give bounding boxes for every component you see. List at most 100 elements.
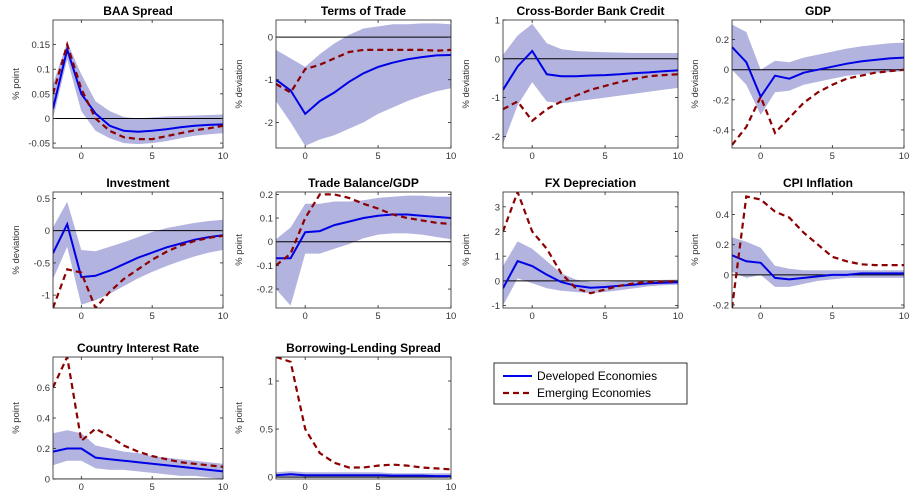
panel-title: Investment (106, 176, 169, 190)
series-line-developed (53, 45, 223, 133)
plot-content (53, 40, 223, 145)
y-tick-label: 1 (495, 252, 500, 263)
plot-content (503, 192, 678, 306)
y-tick-label: 0 (495, 54, 500, 65)
legend-label-developed: Developed Economies (537, 369, 657, 383)
legend-label-emerging: Emerging Economies (537, 386, 651, 400)
y-tick-label: -1 (42, 291, 50, 302)
plot-content (53, 357, 223, 479)
panel-title: Cross-Border Bank Credit (516, 4, 664, 18)
x-tick-label: 5 (150, 482, 155, 493)
x-tick-label: 5 (375, 151, 380, 162)
y-axis-label: % deviation (11, 225, 22, 274)
x-tick-label: 0 (758, 311, 763, 322)
x-tick-label: 5 (375, 482, 380, 493)
x-tick-label: 10 (446, 151, 457, 162)
y-tick-label: 0.2 (37, 444, 50, 455)
x-tick-label: 0 (758, 151, 763, 162)
x-tick-label: 5 (830, 151, 835, 162)
y-axis-label: % point (234, 234, 245, 266)
y-tick-label: 1 (495, 16, 500, 27)
series-line-developed (276, 213, 451, 260)
y-tick-label: 0.1 (260, 214, 273, 225)
x-tick-label: 5 (375, 311, 380, 322)
plot-content (732, 195, 904, 308)
y-tick-label: 0 (268, 33, 273, 44)
y-tick-label: -1 (492, 301, 500, 312)
series-line-emerging (503, 73, 678, 123)
y-tick-label: 0.6 (37, 383, 50, 394)
series-line-developed (276, 473, 451, 478)
series-line-emerging (276, 357, 451, 471)
y-tick-label: 0.15 (32, 40, 51, 51)
axes-frame (275, 19, 452, 149)
panel-4: 0 5 10 -1 -0.5 0 0.5 Investment % deviation (11, 176, 228, 322)
plot-content (276, 193, 451, 306)
series-line-developed (732, 46, 904, 99)
x-tick-label: 10 (899, 311, 910, 322)
panel-8: 0 5 10 0 0.2 0.4 0.6 Country Interest Rate % poi… (11, 341, 228, 493)
plot-content (276, 23, 451, 146)
plot-content (503, 23, 678, 145)
confidence-band (276, 23, 451, 146)
series-line-emerging (276, 48, 451, 94)
y-axis-label: % deviation (690, 59, 701, 108)
y-tick-label: 0.2 (716, 35, 729, 46)
y-tick-label: 1 (268, 377, 273, 388)
y-tick-label: 0 (268, 473, 273, 484)
y-tick-label: 0 (45, 114, 50, 125)
axes-frame (731, 19, 905, 149)
plot-content (732, 24, 904, 146)
y-tick-label: 0 (724, 65, 729, 76)
y-tick-label: 0.4 (37, 414, 50, 425)
panel-1: 0 5 10 -2 -1 0 Terms of Trade % deviation (234, 4, 456, 162)
x-tick-label: 10 (446, 482, 457, 493)
x-tick-label: 5 (830, 311, 835, 322)
confidence-band (503, 23, 678, 145)
x-tick-label: 5 (602, 151, 607, 162)
series-line-emerging (503, 192, 678, 295)
y-tick-label: -0.2 (713, 95, 729, 106)
panel-title: CPI Inflation (783, 176, 853, 190)
series-line-developed (503, 259, 678, 289)
plot-content (276, 357, 451, 478)
x-tick-label: 10 (899, 151, 910, 162)
x-tick-label: 5 (602, 311, 607, 322)
x-tick-label: 5 (150, 151, 155, 162)
series-line-emerging (276, 193, 451, 267)
y-axis-label: % point (234, 402, 245, 434)
axes-frame (502, 191, 679, 309)
x-tick-label: 10 (218, 482, 229, 493)
axes-frame (52, 19, 224, 149)
x-tick-label: 0 (303, 482, 308, 493)
y-tick-label: 0 (45, 226, 50, 237)
y-tick-label: 0.5 (37, 194, 50, 205)
y-tick-label: -2 (492, 132, 500, 143)
series-line-emerging (732, 68, 904, 146)
series-line-developed (503, 49, 678, 91)
series-line-emerging (53, 234, 223, 308)
panel-title: Borrowing-Lending Spread (286, 341, 441, 355)
panel-9: 0 5 10 0 0.5 1 Borrowing-Lending Spread % point (234, 341, 456, 493)
y-tick-label: 0 (45, 475, 50, 486)
y-tick-label: -0.2 (713, 300, 729, 311)
panel-title: BAA Spread (103, 4, 173, 18)
y-tick-label: 0.4 (716, 210, 729, 221)
y-tick-label: 0.2 (260, 190, 273, 201)
x-tick-label: 0 (79, 482, 84, 493)
panel-2: 0 5 10 -2 -1 0 1 Cross-Border Bank Credit % devi… (461, 4, 683, 162)
y-tick-label: 0.05 (32, 89, 51, 100)
axes-frame (731, 191, 905, 309)
panel-title: Country Interest Rate (77, 341, 199, 355)
axes-frame (52, 191, 224, 309)
y-axis-label: % point (11, 68, 22, 100)
confidence-band (276, 195, 451, 306)
y-tick-label: -0.5 (34, 258, 50, 269)
y-axis-label: % deviation (461, 59, 472, 108)
x-tick-label: 10 (218, 311, 229, 322)
plot-area (276, 357, 451, 479)
series-line-developed (732, 254, 904, 281)
x-tick-label: 0 (530, 151, 535, 162)
